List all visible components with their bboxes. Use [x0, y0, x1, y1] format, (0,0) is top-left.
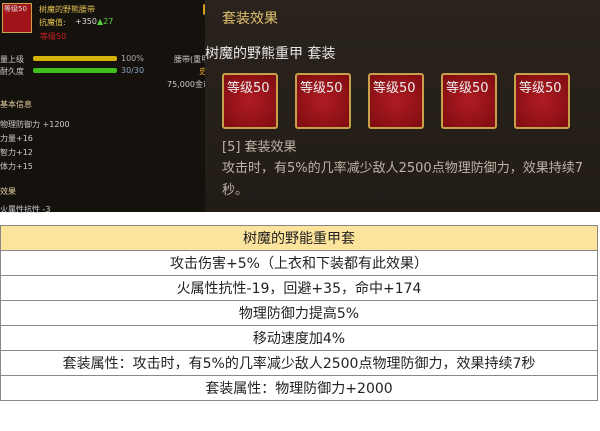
slot-level: 等级50	[300, 81, 343, 96]
basic-stat: 力量+16	[0, 134, 33, 143]
table-row: 物理防御力提高5%	[0, 300, 598, 326]
set-bonus-table: 树魔的野能重甲套 攻击伤害+5%（上衣和下装都有此效果） 火属性抗性-19，回避…	[0, 225, 598, 401]
set-item-slot[interactable]: 等级50	[441, 73, 497, 129]
slot-level: 等级50	[446, 81, 489, 96]
progress-bar	[33, 56, 117, 61]
set-item-slot[interactable]: 等级50	[222, 73, 278, 129]
set-effect-header: [5] 套装效果	[222, 140, 297, 155]
table-row: 火属性抗性-19，回避+35，命中+174	[0, 275, 598, 301]
basic-info-title: 基本信息	[0, 100, 32, 109]
score-delta: ▲27	[97, 17, 114, 26]
price: 75,000金币	[167, 80, 211, 89]
table-row: 套装属性：物理防御力+2000	[0, 375, 598, 401]
score: +350	[75, 17, 97, 26]
stat-label: 耐久度	[0, 67, 24, 76]
item-name: 树魔的野熊腰带	[39, 5, 95, 14]
item-tooltip: 等级50 树魔的野熊腰带 抗魔值: +350 ▲27 等级50 量上级 100%…	[0, 0, 215, 214]
set-item-slot[interactable]: 等级50	[514, 73, 570, 129]
table-row: 移动速度加4%	[0, 325, 598, 351]
set-name: 树魔的野熊重甲 套装	[205, 46, 336, 62]
table-row: 攻击伤害+5%（上衣和下装都有此效果）	[0, 250, 598, 276]
table-header: 树魔的野能重甲套	[0, 225, 598, 251]
set-effect-text: 攻击时，有5%的几率减少敌人2500点物理防御力，效果持续7秒。	[222, 161, 583, 198]
level-badge: 等级50	[4, 5, 27, 13]
item-icon: 等级50	[2, 3, 32, 33]
stat-label: 量上级	[0, 55, 24, 64]
stat-value: 100%	[121, 54, 144, 63]
level-requirement: 等级50	[40, 32, 67, 41]
item-type: 腰带(重甲)	[174, 55, 213, 64]
set-title: 套装效果	[222, 11, 278, 27]
game-screenshot: 等级50 树魔的野熊腰带 抗魔值: +350 ▲27 等级50 量上级 100%…	[0, 0, 600, 214]
basic-stat: 智力+12	[0, 148, 33, 157]
basic-stat: 体力+15	[0, 162, 33, 171]
stat-value: 30/30	[121, 66, 145, 75]
effect-title: 效果	[0, 187, 16, 196]
slot-level: 等级50	[373, 81, 416, 96]
basic-stat: 物理防御力 +1200	[0, 120, 70, 129]
effect-text: 火属性抗性 -3	[0, 205, 51, 214]
durability-bar	[33, 68, 117, 73]
set-item-slot[interactable]: 等级50	[368, 73, 424, 129]
set-item-slot[interactable]: 等级50	[295, 73, 351, 129]
slot-level: 等级50	[227, 81, 270, 96]
score-label: 抗魔值:	[39, 18, 66, 27]
slot-level: 等级50	[519, 81, 562, 96]
table-row: 套装属性：攻击时，有5%的几率减少敌人2500点物理防御力，效果持续7秒	[0, 350, 598, 376]
set-effect-panel: 套装效果 树魔的野熊重甲 套装 等级50 等级50 等级50 等级50 等级50…	[205, 0, 600, 212]
